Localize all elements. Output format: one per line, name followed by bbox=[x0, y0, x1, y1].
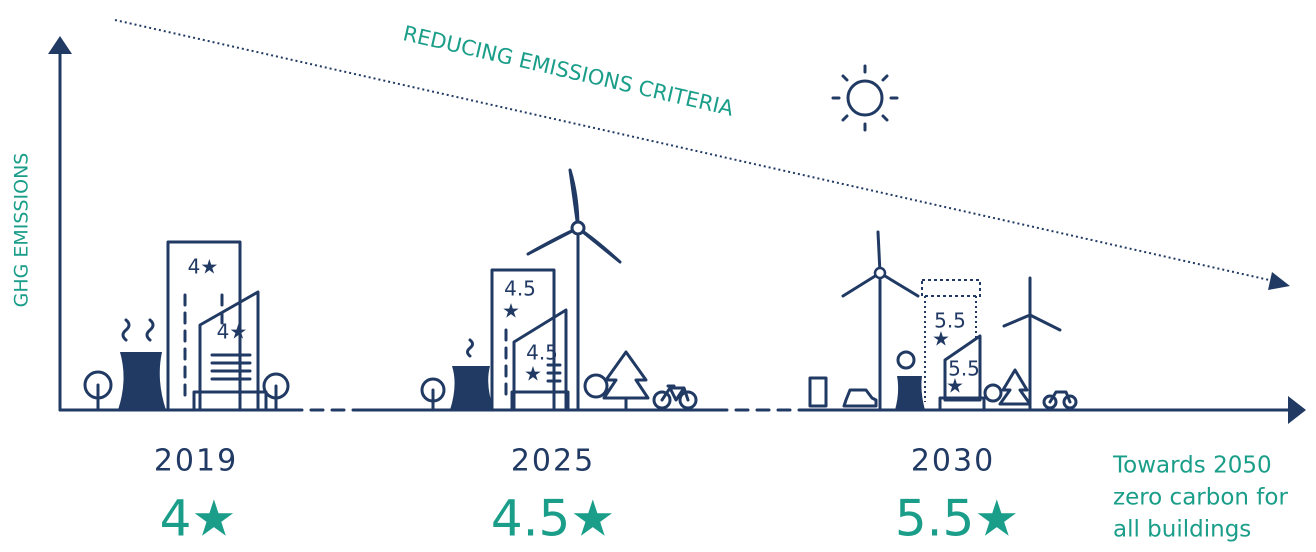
infographic: GHG EMISSIONS REDUCING EMISSIONS CRITERI… bbox=[0, 0, 1316, 552]
building-label: ★ bbox=[932, 327, 950, 351]
x-arrow bbox=[1288, 396, 1306, 424]
building-label: 4★ bbox=[188, 255, 219, 279]
y-arrow bbox=[48, 36, 72, 54]
y-axis-label: GHG EMISSIONS bbox=[11, 153, 33, 308]
note-line: all buildings bbox=[1113, 517, 1251, 543]
trend-label: REDUCING EMISSIONS CRITERIA bbox=[401, 21, 737, 121]
building-label: ★ bbox=[946, 374, 964, 398]
scene-2019 bbox=[85, 242, 288, 410]
year: 2025 bbox=[511, 444, 595, 479]
note-line: zero carbon for bbox=[1113, 485, 1288, 511]
rating: 4.5★ bbox=[491, 490, 615, 548]
trend-line bbox=[115, 20, 1278, 282]
sun bbox=[833, 66, 897, 130]
year: 2019 bbox=[154, 444, 238, 479]
rating: 5.5★ bbox=[895, 490, 1019, 548]
building-label: 4.5 bbox=[504, 277, 536, 301]
year: 2030 bbox=[911, 444, 995, 479]
trend-arrow bbox=[1268, 272, 1290, 290]
building-label: ★ bbox=[502, 299, 520, 323]
rating: 4★ bbox=[160, 490, 237, 548]
scene-2025 bbox=[422, 170, 696, 410]
note-line: Towards 2050 bbox=[1112, 453, 1272, 479]
building-label: 4★ bbox=[217, 320, 248, 344]
building-label: ★ bbox=[524, 362, 542, 386]
